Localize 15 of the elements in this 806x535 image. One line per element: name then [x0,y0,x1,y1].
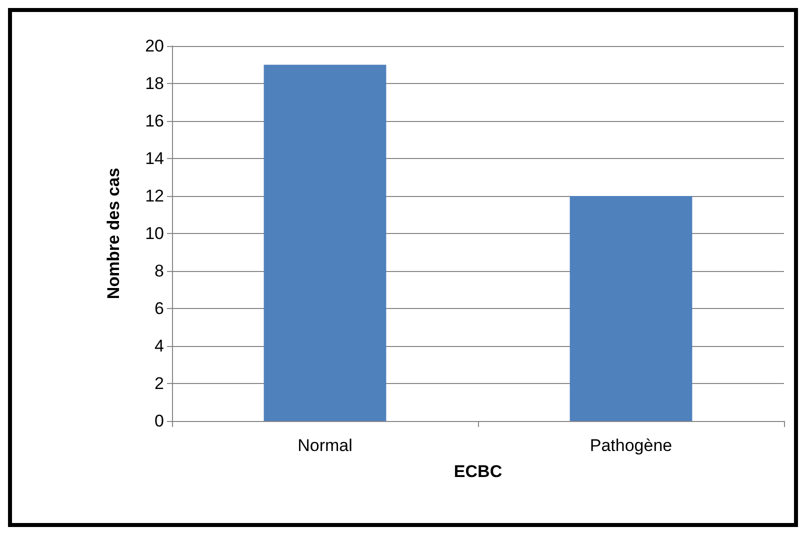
y-tick-label: 8 [154,262,164,280]
y-tick-label: 12 [145,186,164,206]
y-tick-label: 2 [154,374,164,393]
y-tick-label: 16 [145,112,164,130]
y-axis-title: Nombre des cas [104,168,123,300]
x-axis-title: ECBC [454,462,502,481]
y-tick-label: 18 [145,74,164,93]
y-tick-label: 4 [154,336,164,356]
y-tick-label: 6 [154,299,164,318]
y-tick-label: 20 [145,36,164,56]
y-tick-label: 10 [145,224,164,243]
y-tick-label: 14 [145,149,164,168]
x-tick-label: Normal [298,436,352,455]
x-tick-label: Pathogène [590,436,672,455]
y-tick-label: 0 [154,412,164,430]
